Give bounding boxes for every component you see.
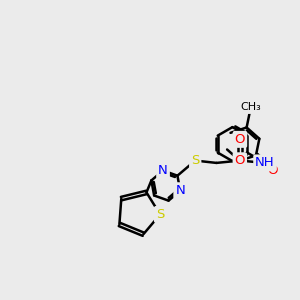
- Text: S: S: [156, 208, 164, 221]
- Text: S: S: [191, 154, 200, 167]
- Text: O: O: [267, 164, 278, 176]
- Text: O: O: [235, 133, 245, 146]
- Text: N: N: [158, 164, 168, 177]
- Text: N: N: [175, 184, 185, 197]
- Text: NH: NH: [255, 156, 275, 170]
- Text: O: O: [235, 154, 245, 167]
- Text: CH₃: CH₃: [240, 102, 261, 112]
